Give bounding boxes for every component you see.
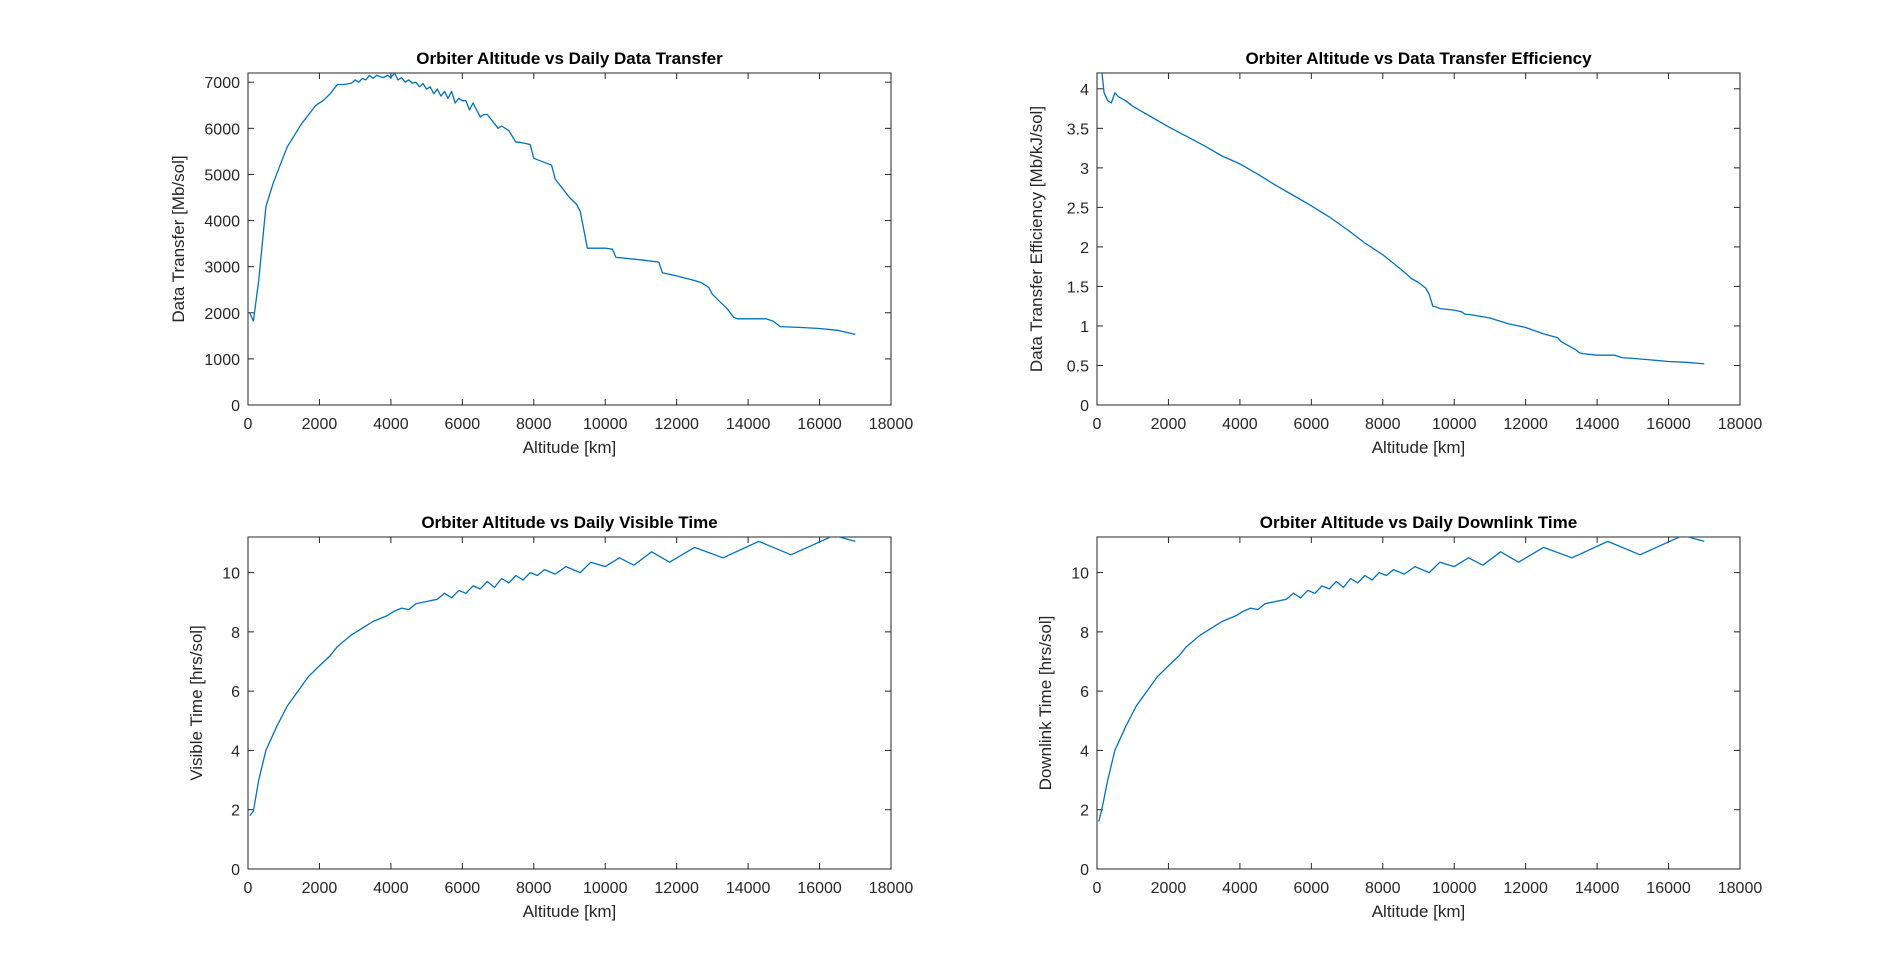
y-tick-label: 5000 — [204, 167, 240, 184]
y-axis-label: Downlink Time [hrs/sol] — [1036, 616, 1055, 791]
chart-title: Orbiter Altitude vs Data Transfer Effici… — [1245, 49, 1592, 68]
x-tick-label: 18000 — [1718, 416, 1763, 433]
y-tick-label: 4 — [231, 743, 240, 760]
x-tick-label: 12000 — [1503, 416, 1548, 433]
x-tick-label: 16000 — [797, 416, 842, 433]
y-tick-label: 6000 — [204, 121, 240, 138]
x-tick-label: 4000 — [373, 880, 409, 897]
y-axis-label: Data Transfer Efficiency [Mb/kJ/sol] — [1027, 106, 1046, 372]
chart-title: Orbiter Altitude vs Daily Data Transfer — [416, 49, 723, 68]
chart-4: 0 2000 4000 6000 8000 10000 12000 14000 16000 180… — [1036, 513, 1762, 921]
y-tick-label: 1.5 — [1067, 279, 1089, 296]
x-tick-label: 2000 — [1151, 416, 1187, 433]
x-tick-label: 0 — [1093, 880, 1102, 897]
x-tick-label: 12000 — [654, 416, 699, 433]
x-tick-label: 4000 — [373, 416, 409, 433]
series-line — [1098, 537, 1705, 822]
x-tick-label: 2000 — [302, 416, 338, 433]
x-tick-label: 14000 — [1575, 416, 1620, 433]
y-tick-label: 0 — [231, 398, 240, 415]
x-axis-label: Altitude [km] — [1372, 902, 1466, 921]
x-tick-label: 0 — [244, 880, 253, 897]
x-tick-label: 10000 — [583, 880, 628, 897]
y-tick-label: 3000 — [204, 260, 240, 277]
x-tick-label: 6000 — [1294, 880, 1330, 897]
y-tick-label: 1 — [1080, 319, 1089, 336]
x-axis-label: Altitude [km] — [523, 438, 617, 457]
x-tick-label: 16000 — [1646, 880, 1691, 897]
y-tick-label: 6 — [1080, 684, 1089, 701]
x-tick-label: 12000 — [1503, 880, 1548, 897]
x-tick-label: 8000 — [516, 416, 552, 433]
x-tick-label: 16000 — [1646, 416, 1691, 433]
x-tick-label: 18000 — [869, 416, 914, 433]
y-tick-label: 1000 — [204, 352, 240, 369]
x-tick-label: 14000 — [726, 416, 771, 433]
axes-box — [247, 72, 892, 406]
x-tick-label: 8000 — [1365, 416, 1401, 433]
x-tick-label: 8000 — [516, 880, 552, 897]
chart-title: Orbiter Altitude vs Daily Downlink Time — [1260, 513, 1577, 532]
axes-box — [1096, 536, 1741, 870]
y-tick-label: 2 — [1080, 803, 1089, 820]
y-tick-label: 8 — [1080, 625, 1089, 642]
x-tick-label: 6000 — [445, 416, 481, 433]
series-line — [249, 73, 856, 336]
x-tick-label: 2000 — [1151, 880, 1187, 897]
chart-title: Orbiter Altitude vs Daily Visible Time — [421, 513, 717, 532]
y-tick-label: 2000 — [204, 306, 240, 323]
y-tick-label: 3 — [1080, 161, 1089, 178]
y-axis-label: Visible Time [hrs/sol] — [187, 625, 206, 781]
y-tick-label: 0 — [231, 862, 240, 879]
x-tick-label: 12000 — [654, 880, 699, 897]
axes-box — [247, 536, 892, 870]
y-tick-label: 0 — [1080, 398, 1089, 415]
x-tick-label: 10000 — [583, 416, 628, 433]
x-tick-label: 14000 — [726, 880, 771, 897]
x-tick-label: 6000 — [1294, 416, 1330, 433]
x-axis-label: Altitude [km] — [1372, 438, 1466, 457]
y-tick-label: 10 — [1071, 566, 1089, 583]
y-tick-label: 3.5 — [1067, 121, 1089, 138]
series-line — [249, 537, 856, 817]
y-tick-label: 4 — [1080, 743, 1089, 760]
chart-1: 0 2000 4000 6000 8000 10000 12000 14000 16000 180… — [169, 49, 913, 457]
y-tick-label: 0.5 — [1067, 358, 1089, 375]
x-tick-label: 8000 — [1365, 880, 1401, 897]
y-tick-label: 6 — [231, 684, 240, 701]
x-tick-label: 18000 — [1718, 880, 1763, 897]
x-tick-label: 18000 — [869, 880, 914, 897]
y-tick-label: 4 — [1080, 82, 1089, 99]
x-tick-label: 2000 — [302, 880, 338, 897]
x-tick-label: 0 — [1093, 416, 1102, 433]
y-tick-label: 7000 — [204, 75, 240, 92]
x-tick-label: 4000 — [1222, 416, 1258, 433]
chart-3: 0 2000 4000 6000 8000 10000 12000 14000 16000 180… — [187, 513, 913, 921]
series-line — [1099, 73, 1705, 365]
x-tick-label: 6000 — [445, 880, 481, 897]
x-axis-label: Altitude [km] — [523, 902, 617, 921]
y-tick-label: 10 — [222, 566, 240, 583]
x-tick-label: 10000 — [1432, 880, 1477, 897]
x-tick-label: 14000 — [1575, 880, 1620, 897]
axes-box — [1096, 72, 1741, 406]
x-tick-label: 4000 — [1222, 880, 1258, 897]
y-tick-label: 2.5 — [1067, 200, 1089, 217]
x-tick-label: 0 — [244, 416, 253, 433]
y-tick-label: 4000 — [204, 214, 240, 231]
y-tick-label: 2 — [231, 803, 240, 820]
x-tick-label: 16000 — [797, 880, 842, 897]
y-tick-label: 0 — [1080, 862, 1089, 879]
y-axis-label: Data Transfer [Mb/sol] — [169, 155, 188, 322]
x-tick-label: 10000 — [1432, 416, 1477, 433]
y-tick-label: 8 — [231, 625, 240, 642]
chart-2: 0 2000 4000 6000 8000 10000 12000 14000 16000 180… — [1027, 49, 1762, 457]
y-tick-label: 2 — [1080, 240, 1089, 257]
